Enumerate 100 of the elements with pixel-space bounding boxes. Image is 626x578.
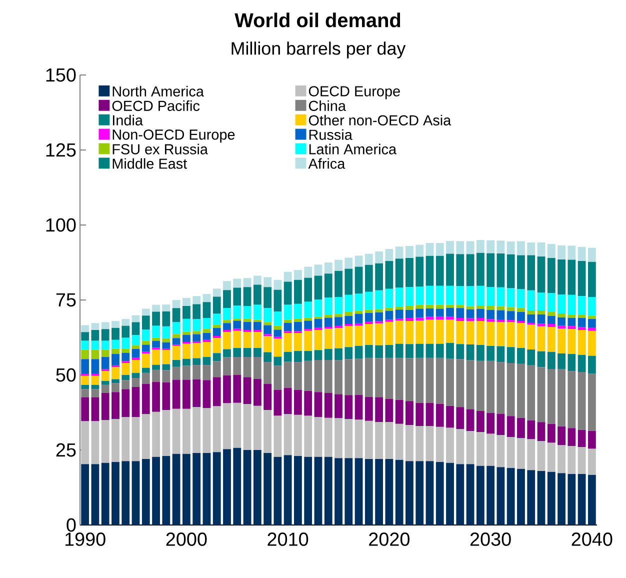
bar [101,462,110,525]
bar [253,348,262,357]
bar [496,310,505,320]
bar [274,456,282,525]
bar [212,338,221,354]
bar [304,302,312,318]
bar [456,320,464,344]
bar [182,318,190,332]
bar [334,348,342,360]
bar [466,309,474,318]
bar [264,362,272,384]
bar [304,390,312,416]
bar [456,344,464,360]
bar [294,350,302,362]
x-tick-label: 2010 [268,532,308,546]
bar [476,466,484,525]
bar [517,241,525,256]
bar [81,340,90,350]
bar [364,420,373,459]
bar [496,240,505,254]
bar [101,350,110,357]
bar [132,461,140,525]
bar [91,389,100,398]
bar [264,410,272,453]
bar [395,246,404,259]
bar [172,366,180,380]
bar [375,290,384,310]
bar [416,318,424,321]
bar [132,348,140,358]
bar [486,412,495,434]
bar [314,392,322,417]
bar [112,354,120,366]
bar [152,456,160,525]
bar [274,326,282,330]
bar [385,399,394,422]
bar [334,328,342,348]
legend-label: Other non-OECD Asia [308,114,452,126]
bar [294,270,302,280]
bar [243,450,252,525]
bar [354,326,363,346]
bar [436,256,444,286]
bar [558,326,566,328]
bar [426,320,434,344]
bar [334,317,342,326]
bar [395,258,404,288]
bar [395,320,404,344]
bar [122,352,130,362]
bar [202,294,211,302]
bar [527,439,536,470]
bar [223,320,231,324]
bar [395,424,404,460]
bar [476,286,484,306]
bar [416,344,424,358]
bar [446,240,454,254]
bar [192,304,201,320]
bar [375,397,384,422]
bar [588,374,596,431]
bar [182,332,190,335]
bar [233,448,242,525]
bar [517,308,525,312]
bar [243,404,252,450]
bar [344,458,353,525]
bar [578,372,586,430]
bar [264,287,272,308]
bar [547,472,556,525]
bar [395,344,404,358]
bar [547,369,556,424]
bar [324,298,332,315]
bar [506,363,515,416]
bar [212,324,221,328]
bar [476,252,484,286]
bar [364,459,373,525]
bar [162,410,170,456]
bar [456,407,464,429]
bar [476,432,484,466]
bar [334,394,342,418]
bar [426,316,434,320]
bar [364,254,373,265]
bar [91,350,100,360]
bar [284,362,292,388]
bar [314,330,322,350]
y-tick-label: 0 [66,518,76,532]
bar [558,328,566,354]
bar [446,304,454,308]
bar [192,453,201,525]
bar [537,351,546,368]
bar [132,335,140,346]
bar [416,320,424,344]
bar [436,358,444,404]
bar [253,284,262,305]
bar [101,340,110,350]
bar [314,456,322,525]
bar [578,246,586,261]
bar [496,435,505,468]
bar [578,474,586,525]
bar [506,288,515,308]
bar [568,474,576,525]
bar [324,418,332,457]
bar [436,320,444,344]
bar [233,320,242,329]
